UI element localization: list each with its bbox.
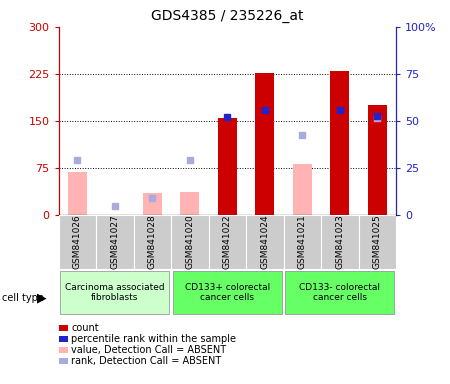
Bar	[321, 215, 359, 269]
Text: GSM841020: GSM841020	[185, 215, 194, 269]
FancyBboxPatch shape	[60, 271, 169, 314]
Title: GDS4385 / 235226_at: GDS4385 / 235226_at	[151, 9, 303, 23]
Bar	[134, 215, 171, 269]
Text: ▶: ▶	[36, 291, 46, 304]
Text: GSM841028: GSM841028	[148, 215, 157, 269]
Bar	[293, 164, 311, 215]
Bar	[256, 73, 274, 215]
Text: GSM841026: GSM841026	[73, 215, 82, 269]
Text: value, Detection Call = ABSENT: value, Detection Call = ABSENT	[71, 345, 226, 355]
Bar	[208, 215, 246, 269]
Bar	[368, 105, 387, 215]
Bar	[218, 118, 237, 215]
Text: cell type: cell type	[2, 293, 44, 303]
Bar	[180, 192, 199, 215]
Bar	[359, 215, 396, 269]
Text: GSM841025: GSM841025	[373, 215, 382, 269]
Text: percentile rank within the sample: percentile rank within the sample	[71, 334, 236, 344]
FancyBboxPatch shape	[285, 271, 394, 314]
Bar	[171, 215, 208, 269]
Bar	[143, 193, 162, 215]
Bar	[246, 215, 284, 269]
Text: rank, Detection Call = ABSENT: rank, Detection Call = ABSENT	[71, 356, 221, 366]
FancyBboxPatch shape	[173, 271, 282, 314]
Text: GSM841023: GSM841023	[335, 215, 344, 269]
Bar	[284, 215, 321, 269]
Text: GSM841021: GSM841021	[298, 215, 307, 269]
Bar	[68, 172, 86, 215]
Text: CD133+ colorectal
cancer cells: CD133+ colorectal cancer cells	[184, 283, 270, 303]
Bar	[96, 215, 134, 269]
Text: Carcinoma associated
fibroblasts: Carcinoma associated fibroblasts	[65, 283, 165, 303]
Text: CD133- colorectal
cancer cells: CD133- colorectal cancer cells	[299, 283, 380, 303]
Text: GSM841022: GSM841022	[223, 215, 232, 269]
Text: GSM841027: GSM841027	[110, 215, 119, 269]
Text: GSM841024: GSM841024	[260, 215, 269, 269]
Bar	[58, 215, 96, 269]
Text: count: count	[71, 323, 99, 333]
Bar	[330, 71, 349, 215]
